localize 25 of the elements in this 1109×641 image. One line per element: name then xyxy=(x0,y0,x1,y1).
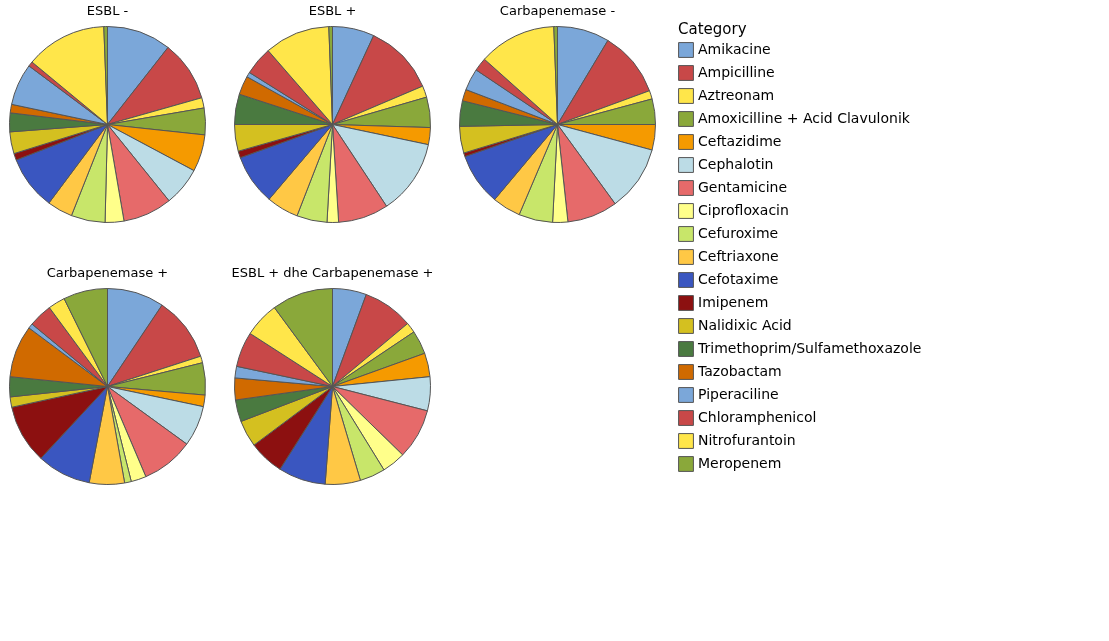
slice-label: Carbapenemase - xyxy=(499,3,616,18)
legend-label: Tazobactam xyxy=(697,363,782,379)
legend-label: Chloramphenicol xyxy=(698,409,817,425)
legend-label: Gentamicine xyxy=(698,179,788,195)
legend-label: Ciprofloxacin xyxy=(698,202,789,218)
slice-label: Carbapenemase + xyxy=(46,265,169,280)
legend-title: Category xyxy=(678,20,747,38)
legend-label: Nitrofurantoin xyxy=(698,432,796,448)
slice-label: ESBL + xyxy=(308,3,357,18)
legend-label: Amoxicilline + Acid Clavulonik xyxy=(698,110,911,126)
legend-label: Cefuroxime xyxy=(698,225,779,241)
slice-label: ESBL + dhe Carbapenemase + xyxy=(231,265,434,280)
legend-label: Piperaciline xyxy=(698,386,779,402)
legend-label: Nalidixic Acid xyxy=(698,317,792,333)
legend-label: Amikacine xyxy=(698,41,771,57)
slice-label: ESBL - xyxy=(86,3,129,18)
legend-label: Trimethoprim/Sulfamethoxazole xyxy=(697,340,922,356)
legend-label: Aztreonam xyxy=(698,87,775,103)
legend-label: Cefotaxime xyxy=(698,271,779,287)
legend-label: Imipenem xyxy=(698,294,769,310)
legend-label: Ampicilline xyxy=(698,64,775,80)
legend-label: Ceftazidime xyxy=(698,133,782,149)
legend-label: Cephalotin xyxy=(698,156,774,172)
legend-label: Ceftriaxone xyxy=(698,248,779,264)
legend-label: Meropenem xyxy=(698,455,782,471)
